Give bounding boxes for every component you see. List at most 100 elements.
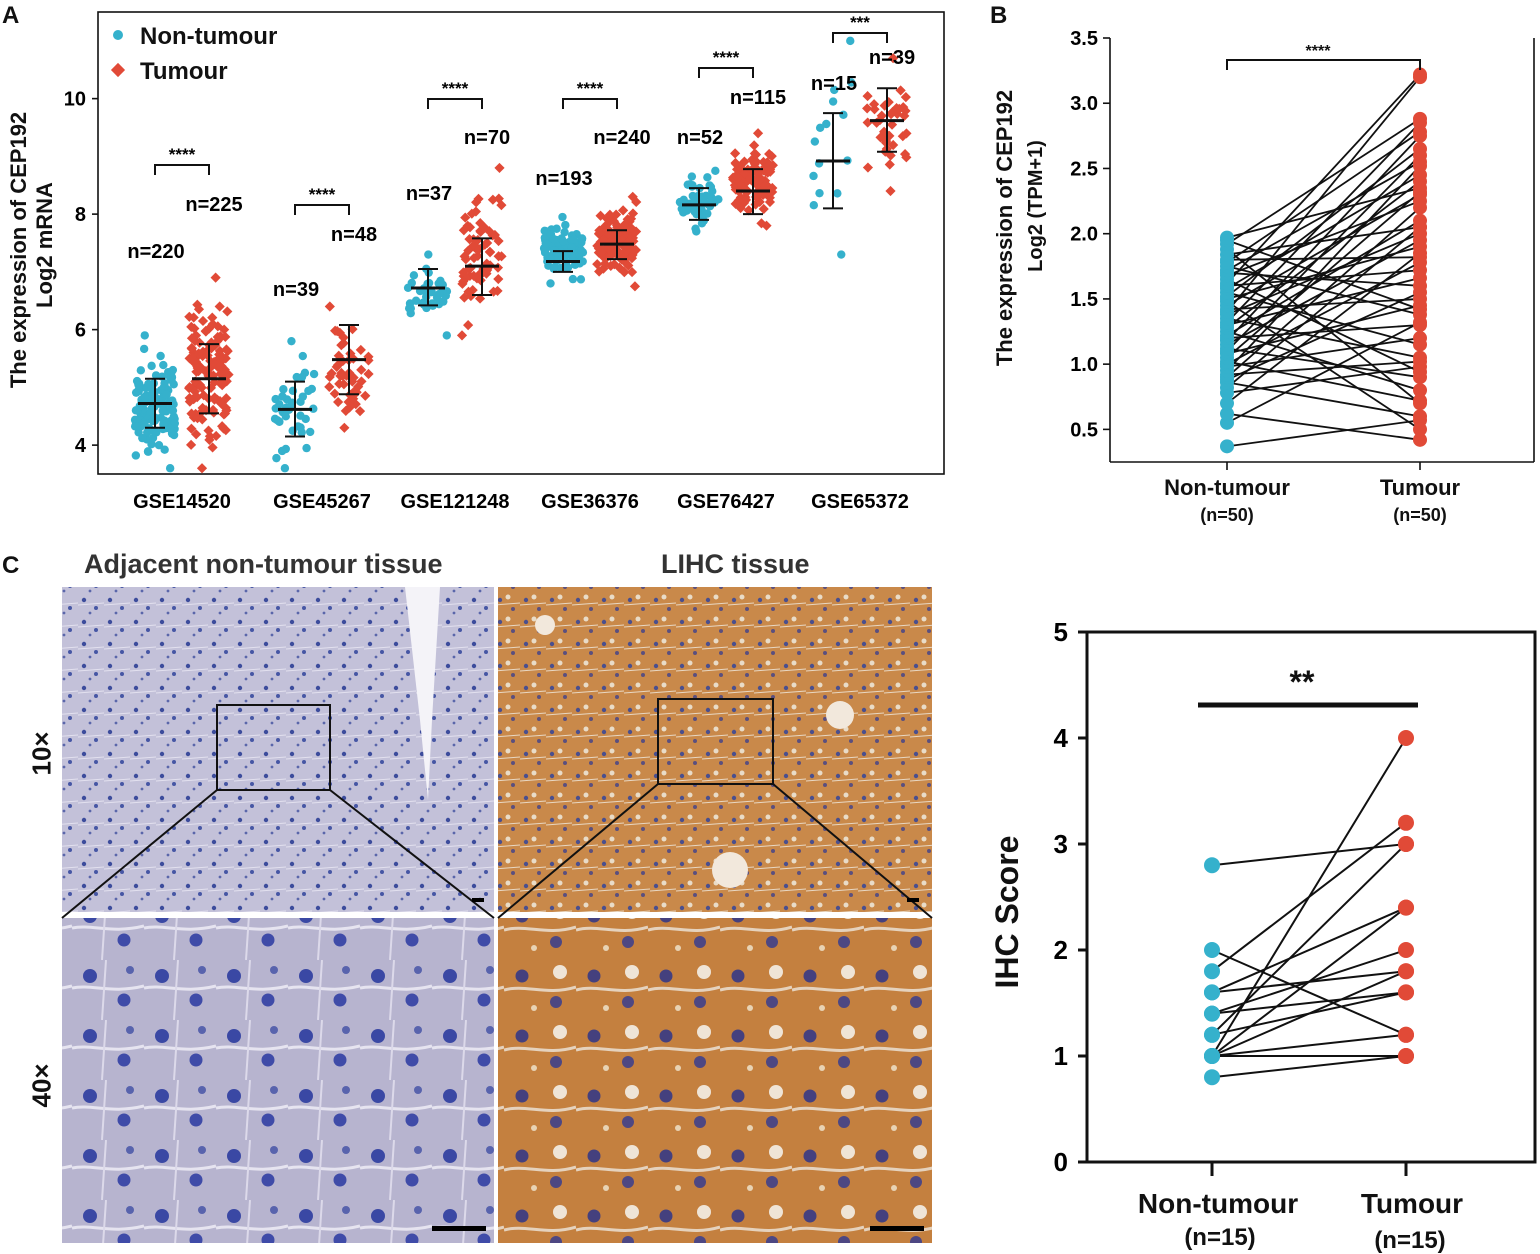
panel-c-xlabel-tumour: Tumour [1361, 1188, 1463, 1219]
paired-line [1226, 252, 1421, 405]
panel-c-xlabel-non-tumour-n: (n=15) [1184, 1224, 1255, 1251]
data-point-non-tumour [298, 351, 307, 361]
data-point-tumour [1413, 318, 1427, 333]
significance-label: **** [169, 145, 196, 164]
paired-line [1226, 291, 1421, 346]
data-point-tumour [185, 439, 197, 450]
data-point-tumour [475, 275, 486, 286]
data-point-tumour [193, 304, 205, 315]
n-label-tumour: n=240 [593, 127, 650, 149]
data-point-non-tumour [689, 193, 699, 202]
significance-bracket [562, 98, 618, 109]
paired-line [1211, 843, 1407, 1036]
paired-line [1226, 73, 1421, 284]
data-point-non-tumour [846, 36, 855, 46]
data-point-non-tumour [160, 445, 169, 454]
data-point-tumour [193, 348, 204, 359]
data-point-non-tumour [549, 234, 558, 244]
data-point-tumour [459, 251, 470, 262]
data-point-non-tumour [304, 386, 313, 396]
data-point-tumour [862, 162, 874, 173]
data-point-non-tumour [278, 392, 287, 401]
data-point-non-tumour [140, 392, 150, 402]
data-point-tumour [221, 405, 232, 416]
paired-line [1226, 131, 1421, 264]
data-point-non-tumour [714, 195, 723, 204]
data-point-tumour [752, 128, 764, 139]
paired-line [1226, 256, 1421, 261]
paired-line [1211, 1055, 1407, 1079]
micrograph-lihc-vacuole [826, 701, 854, 729]
data-point-tumour [220, 369, 232, 380]
data-point-tumour [1413, 167, 1427, 182]
panel-b-ytick-label: 0.5 [1070, 419, 1098, 441]
panel-a-xtick-label: GSE76427 [677, 491, 775, 513]
data-point-tumour [197, 315, 209, 327]
data-point-tumour [186, 423, 197, 434]
data-point-tumour [458, 276, 469, 287]
data-point-tumour [1413, 220, 1427, 235]
data-point-tumour [464, 234, 475, 245]
data-point-non-tumour [139, 344, 149, 354]
panel-a-ytick-label: 10 [64, 89, 86, 111]
data-point-tumour [363, 368, 374, 380]
data-point-tumour [217, 421, 228, 432]
data-point-non-tumour [815, 123, 825, 133]
paired-line [1226, 148, 1421, 298]
data-point-non-tumour [1204, 1048, 1220, 1064]
data-point-tumour [885, 185, 896, 197]
data-point-non-tumour [837, 250, 846, 259]
zoom-box-left [216, 704, 331, 791]
significance-label: **** [442, 79, 469, 98]
data-point-tumour [1398, 963, 1414, 980]
data-point-non-tumour [140, 331, 149, 340]
data-point-non-tumour [1204, 1026, 1220, 1043]
panel-b-significance-bracket [1226, 59, 1421, 70]
data-point-tumour [1413, 302, 1427, 317]
data-point-tumour [1398, 1048, 1414, 1064]
paired-line [1226, 226, 1421, 389]
data-point-non-tumour [150, 427, 159, 437]
legend-tumour-label: Tumour [140, 58, 228, 85]
panel-a-xtick-label: GSE14520 [133, 491, 231, 513]
panel-c-ytick-label: 3 [1054, 829, 1068, 859]
data-point-tumour [876, 110, 887, 121]
micrograph-lihc-vacuole [712, 852, 748, 888]
paired-line [1226, 248, 1421, 404]
paired-line [1226, 245, 1421, 300]
zoom-line [772, 783, 933, 919]
data-point-tumour [743, 205, 754, 216]
data-point-non-tumour [706, 182, 716, 192]
scale-bar [432, 1226, 486, 1231]
data-point-tumour [207, 312, 218, 323]
data-point-non-tumour [309, 369, 319, 379]
data-point-non-tumour [144, 379, 153, 389]
legend-non-tumour-label: Non-tumour [140, 23, 277, 50]
paired-line [1226, 277, 1421, 326]
data-point-tumour [1413, 239, 1427, 254]
panel-label-b: B [990, 2, 1008, 29]
data-point-non-tumour [151, 371, 161, 380]
data-point-tumour [492, 262, 504, 273]
panel-a-chart: 4 6 8 10 GSE14520 n=220 n=225 **** GSE45267 n=39… [6, 11, 945, 513]
data-point-tumour [1398, 730, 1414, 746]
data-point-tumour [353, 381, 364, 392]
data-point-tumour [214, 396, 226, 407]
data-point-non-tumour [1220, 230, 1234, 245]
data-point-non-tumour [687, 172, 697, 181]
legend-non-tumour-marker [113, 30, 123, 40]
data-point-non-tumour [407, 278, 416, 288]
data-point-non-tumour [409, 271, 419, 280]
scale-bar [907, 898, 919, 902]
data-point-tumour [339, 422, 350, 433]
data-point-tumour [625, 213, 637, 224]
data-point-tumour [629, 281, 641, 292]
data-point-non-tumour [281, 412, 290, 421]
data-point-tumour [221, 344, 232, 355]
data-point-tumour [1413, 181, 1427, 196]
data-point-non-tumour [165, 464, 175, 473]
paired-line [1211, 949, 1407, 1036]
panel-label-c: C [2, 552, 20, 579]
data-point-tumour [1413, 250, 1427, 265]
data-point-non-tumour [272, 453, 281, 463]
